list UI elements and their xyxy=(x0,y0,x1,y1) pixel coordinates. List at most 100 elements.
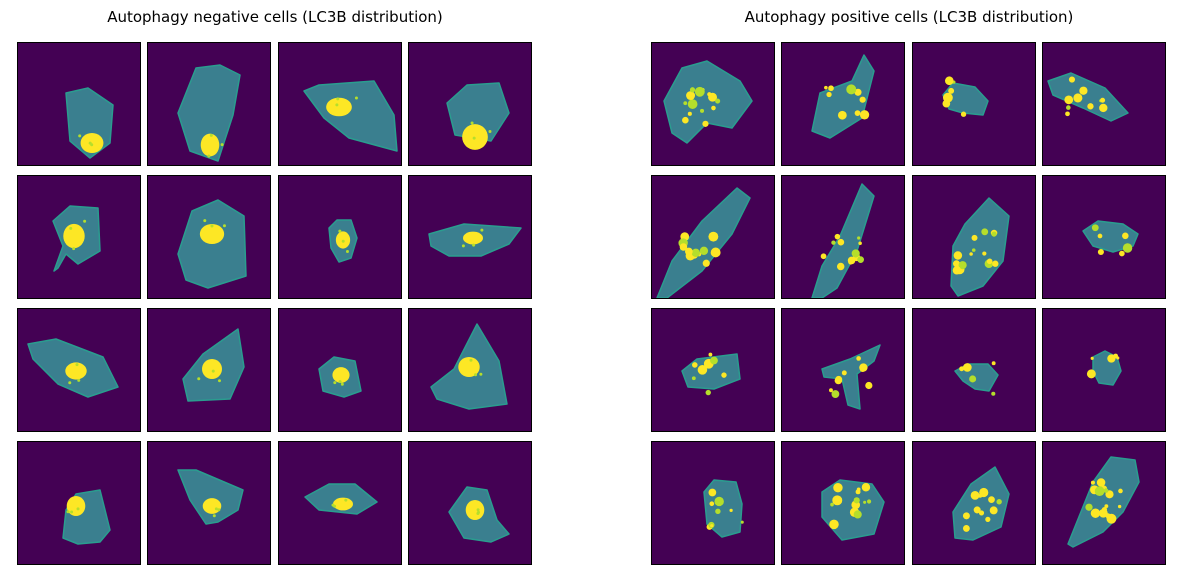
lc3b-punctum xyxy=(944,76,954,86)
lc3b-punctum xyxy=(971,248,976,252)
lc3b-punctum xyxy=(88,141,92,145)
lc3b-punctum xyxy=(1090,356,1094,360)
lc3b-punctum xyxy=(686,91,696,101)
cell-body xyxy=(1067,456,1140,548)
lc3b-punctum xyxy=(476,508,480,512)
lc3b-punctum xyxy=(708,352,713,357)
lc3b-punctum xyxy=(958,261,967,270)
lc3b-punctum xyxy=(1064,95,1074,105)
cell-micrograph xyxy=(279,442,401,564)
positive-cell-image xyxy=(651,308,775,432)
positive-cell-image xyxy=(651,441,775,565)
lc3b-punctum xyxy=(953,260,960,268)
lc3b-cluster xyxy=(458,357,480,377)
lc3b-punctum xyxy=(963,363,972,372)
lc3b-punctum xyxy=(684,247,693,256)
cell-micrograph xyxy=(148,43,270,165)
lc3b-punctum xyxy=(338,380,342,384)
lc3b-punctum xyxy=(689,87,696,93)
lc3b-punctum xyxy=(72,247,76,251)
cell-micrograph xyxy=(409,176,531,298)
lc3b-punctum xyxy=(829,519,839,530)
positive-cell-image xyxy=(1042,175,1166,299)
cell-micrograph xyxy=(652,309,774,431)
cell-micrograph xyxy=(652,43,774,165)
lc3b-punctum xyxy=(333,504,337,508)
lc3b-punctum xyxy=(834,233,841,240)
lc3b-punctum xyxy=(740,520,744,524)
lc3b-punctum xyxy=(83,219,87,223)
cell-micrograph xyxy=(913,442,1035,564)
positive-cell-image xyxy=(912,308,1036,432)
lc3b-punctum xyxy=(833,483,843,493)
lc3b-punctum xyxy=(832,495,843,506)
lc3b-punctum xyxy=(338,229,342,233)
lc3b-punctum xyxy=(710,356,718,365)
negative-cell-image xyxy=(408,308,532,432)
lc3b-punctum xyxy=(1087,103,1094,110)
cell-micrograph xyxy=(913,176,1035,298)
cell-micrograph xyxy=(1043,442,1165,564)
lc3b-cluster xyxy=(332,367,350,383)
lc3b-punctum xyxy=(1104,504,1109,509)
lc3b-punctum xyxy=(729,508,733,512)
lc3b-punctum xyxy=(866,499,872,504)
lc3b-punctum xyxy=(470,121,474,125)
negative-cell-image xyxy=(278,441,402,565)
lc3b-punctum xyxy=(354,96,358,100)
negative-cell-image xyxy=(408,42,532,166)
cell-body xyxy=(177,469,244,525)
lc3b-punctum xyxy=(1085,503,1093,511)
lc3b-punctum xyxy=(217,508,221,512)
negative-cell-image xyxy=(17,441,141,565)
lc3b-cluster xyxy=(465,500,485,520)
lc3b-punctum xyxy=(854,110,861,116)
lc3b-punctum xyxy=(708,231,719,242)
positive-cell-image xyxy=(1042,441,1166,565)
lc3b-punctum xyxy=(962,512,970,520)
cell-body xyxy=(177,64,241,162)
lc3b-punctum xyxy=(217,379,221,383)
lc3b-punctum xyxy=(710,247,721,258)
lc3b-cluster xyxy=(66,496,86,516)
lc3b-punctum xyxy=(711,105,716,111)
lc3b-punctum xyxy=(345,250,349,254)
positive-cell-image xyxy=(781,175,905,299)
lc3b-cluster xyxy=(199,224,225,244)
lc3b-punctum xyxy=(697,365,708,375)
positive-cell-image xyxy=(651,175,775,299)
lc3b-punctum xyxy=(702,120,709,127)
negative-cell-image xyxy=(278,308,402,432)
lc3b-punctum xyxy=(1107,354,1116,363)
positive-cell-image xyxy=(912,175,1036,299)
lc3b-punctum xyxy=(969,375,977,383)
lc3b-punctum xyxy=(691,376,696,381)
lc3b-punctum xyxy=(820,253,827,260)
lc3b-punctum xyxy=(848,259,853,265)
lc3b-punctum xyxy=(710,524,714,528)
lc3b-punctum xyxy=(708,92,718,102)
lc3b-punctum xyxy=(855,510,860,515)
negative-cell-image xyxy=(278,175,402,299)
lc3b-punctum xyxy=(986,258,993,265)
lc3b-punctum xyxy=(992,260,999,267)
title-positive: Autophagy positive cells (LC3B distribut… xyxy=(744,8,1074,26)
lc3b-punctum xyxy=(692,362,698,368)
lc3b-cluster xyxy=(326,97,352,117)
lc3b-punctum xyxy=(469,358,473,362)
lc3b-punctum xyxy=(1119,250,1125,257)
lc3b-punctum xyxy=(942,92,953,103)
lc3b-punctum xyxy=(702,259,710,267)
lc3b-cluster xyxy=(202,498,222,514)
lc3b-punctum xyxy=(1086,369,1096,379)
lc3b-punctum xyxy=(989,506,998,515)
lc3b-punctum xyxy=(859,110,870,120)
lc3b-punctum xyxy=(969,252,973,256)
lc3b-punctum xyxy=(991,391,996,396)
lc3b-punctum xyxy=(1100,97,1106,103)
lc3b-cluster xyxy=(80,133,104,153)
lc3b-punctum xyxy=(68,381,72,385)
cell-micrograph xyxy=(409,309,531,431)
cell-micrograph xyxy=(148,176,270,298)
lc3b-punctum xyxy=(344,498,348,502)
